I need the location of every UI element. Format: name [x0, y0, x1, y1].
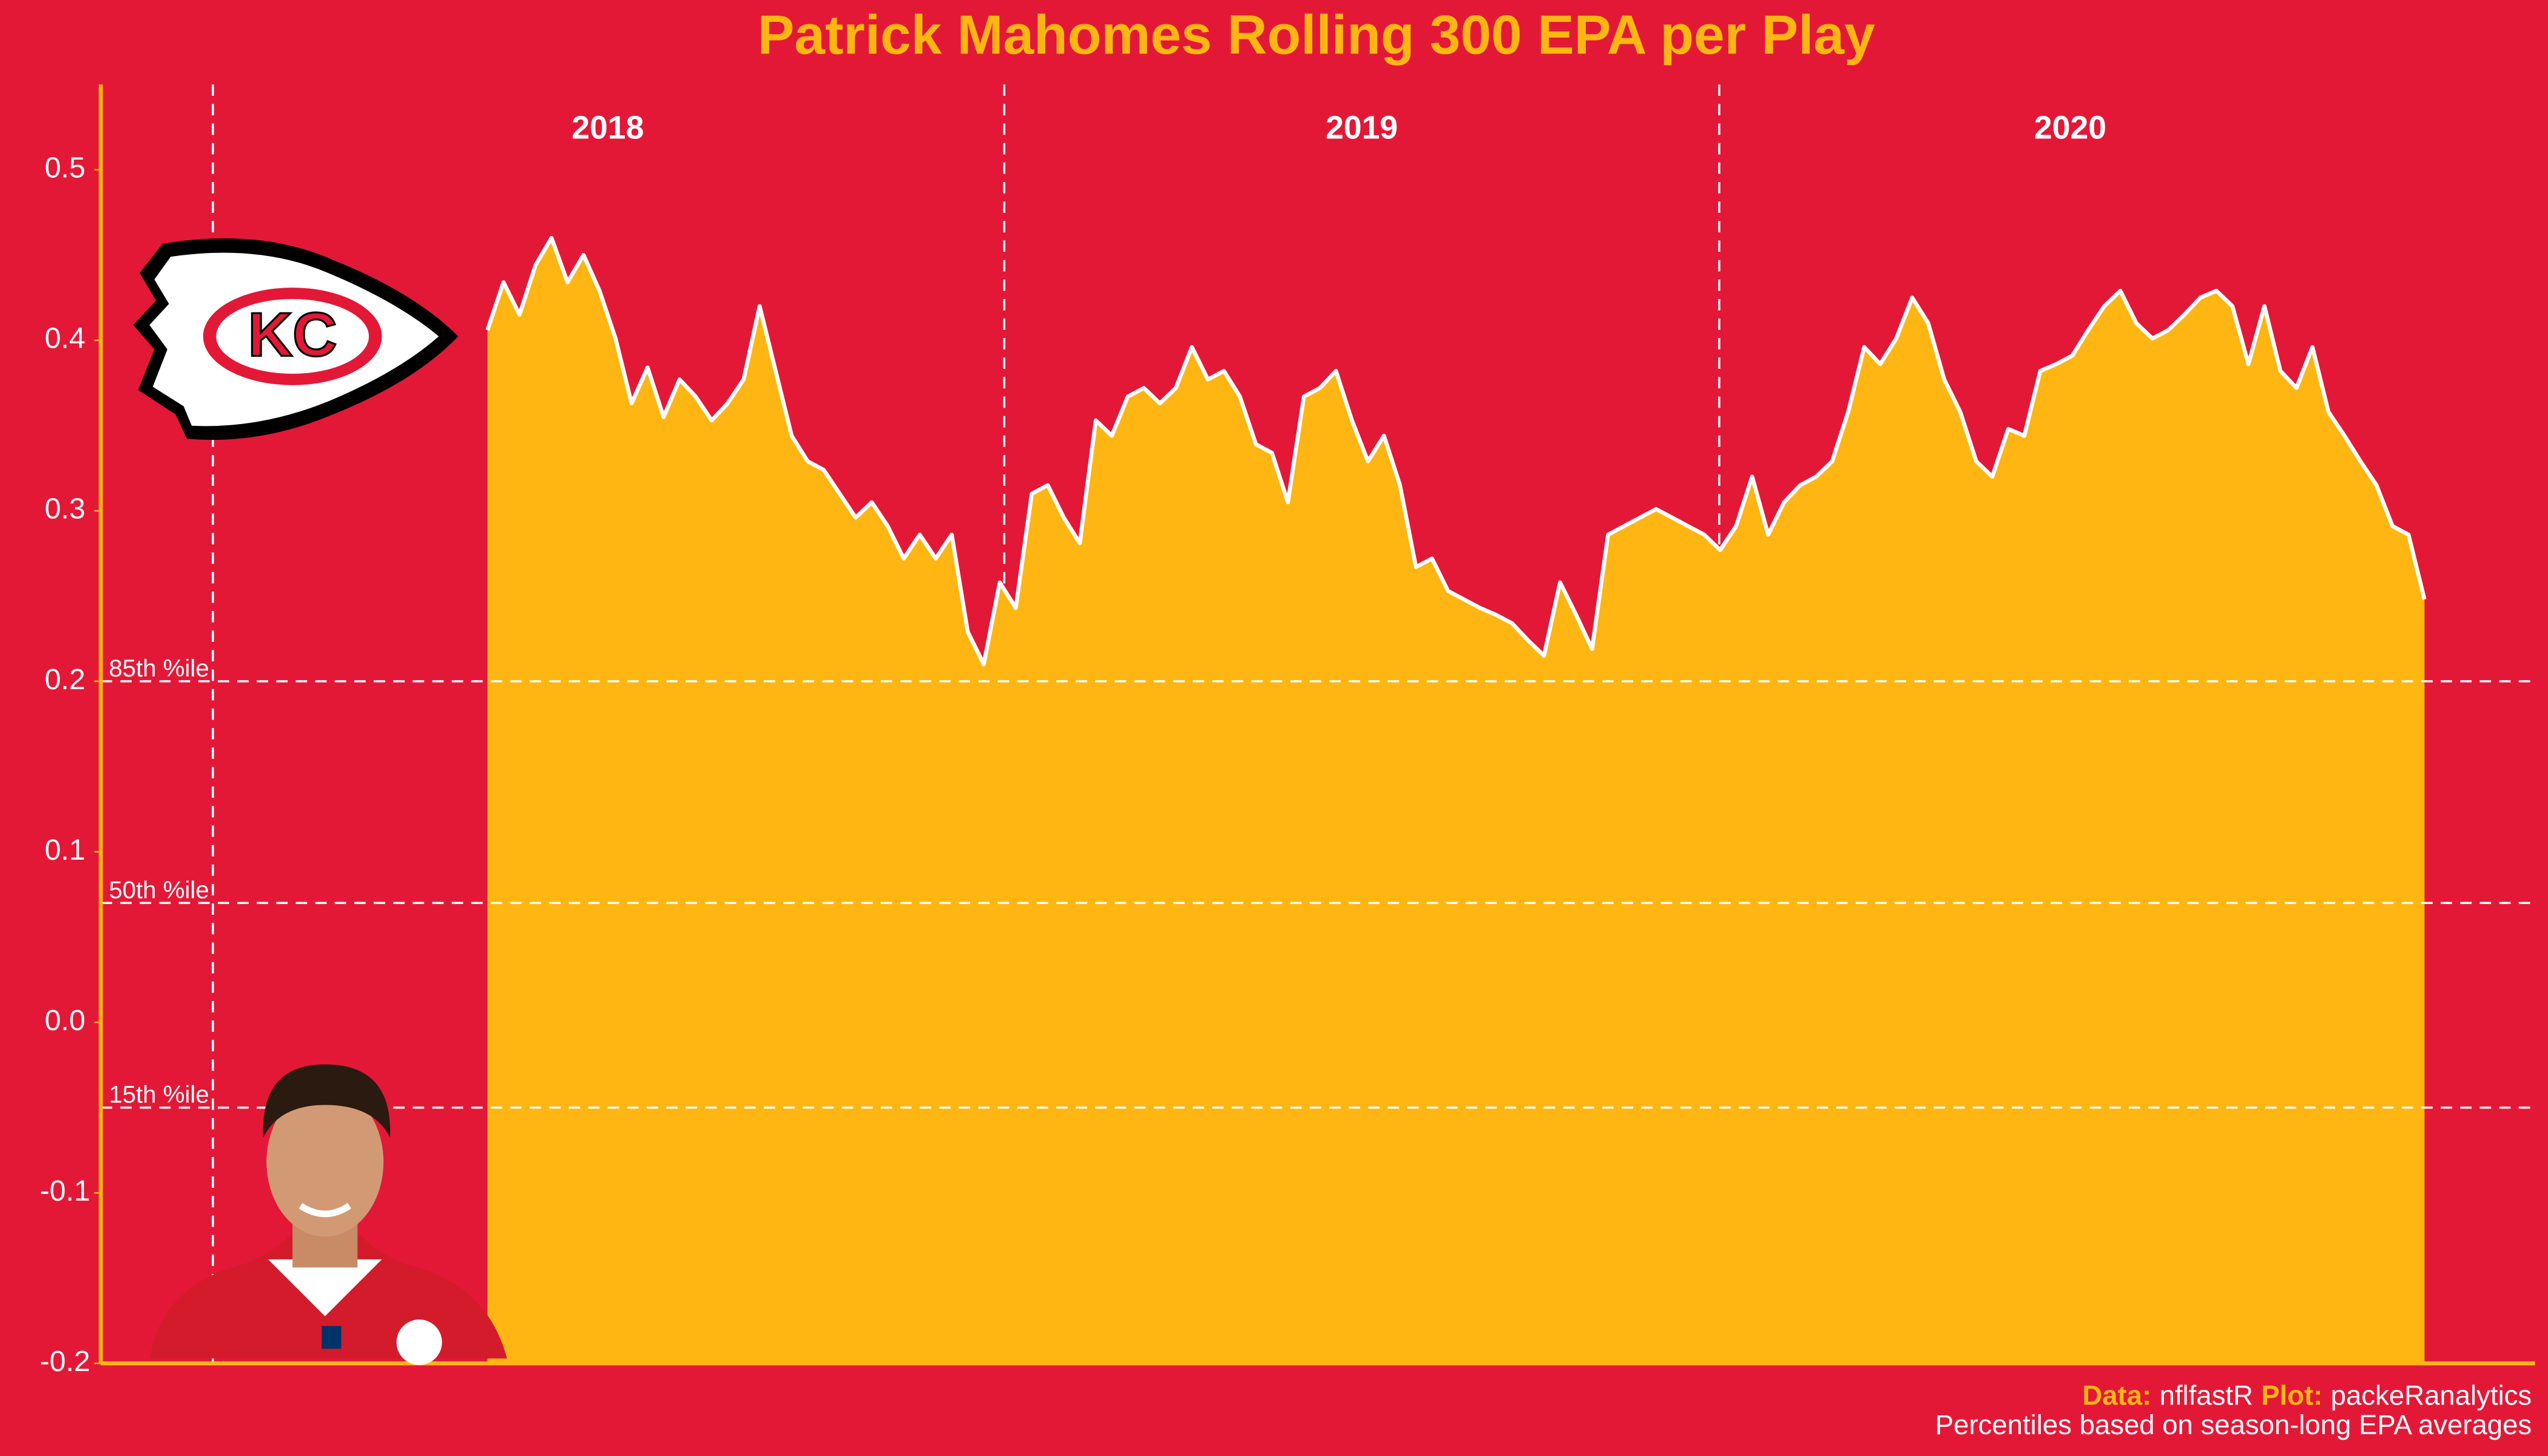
caption-plot-label: Plot:	[2261, 1380, 2322, 1411]
caption-credits: Data: nflfastR Plot: packeRanalytics	[2082, 1380, 2532, 1411]
caption-data-source: nflfastR	[2160, 1380, 2253, 1411]
logo-mark: KC	[248, 300, 337, 369]
season-label: 2019	[1326, 110, 1398, 146]
team-logo: KC	[133, 238, 459, 440]
plot-area: 85th %ile 50th %ile 15th %ile -0.2 -0.1 0.0 0.…	[40, 84, 2535, 1378]
player-photo	[149, 1064, 507, 1365]
y-tick-label: 0.2	[45, 663, 86, 696]
caption-plot-author: packeRanalytics	[2331, 1380, 2532, 1411]
y-tick-label: 0.4	[45, 322, 86, 355]
y-tick-label: 0.1	[45, 834, 86, 866]
caption-note: Percentiles based on season-long EPA ave…	[1935, 1409, 2532, 1440]
y-tick-label: -0.1	[40, 1175, 90, 1207]
y-tick-label: 0.0	[45, 1004, 86, 1037]
y-tick-label: 0.3	[45, 493, 86, 525]
season-label: 2020	[2034, 110, 2106, 146]
area	[487, 238, 2425, 1364]
caption-data-label: Data:	[2082, 1380, 2151, 1411]
reference-label: 15th %ile	[109, 1081, 209, 1108]
reference-label: 50th %ile	[109, 876, 209, 903]
line	[485, 235, 2427, 667]
chart-title: Patrick Mahomes Rolling 300 EPA per Play	[758, 4, 1876, 66]
y-tick-label: -0.2	[40, 1345, 90, 1378]
y-tick-label: 0.5	[45, 152, 86, 184]
season-label: 2018	[571, 110, 644, 146]
reference-label: 85th %ile	[109, 655, 209, 682]
